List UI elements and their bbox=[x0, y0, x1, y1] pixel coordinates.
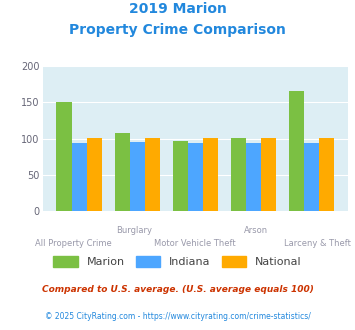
Bar bbox=[231, 138, 246, 211]
Bar bbox=[304, 143, 319, 211]
Bar bbox=[319, 138, 334, 211]
Text: Property Crime Comparison: Property Crime Comparison bbox=[69, 23, 286, 37]
Text: All Property Crime: All Property Crime bbox=[35, 239, 111, 248]
Text: Larceny & Theft: Larceny & Theft bbox=[284, 239, 351, 248]
Bar bbox=[87, 138, 102, 211]
Bar bbox=[246, 143, 261, 211]
Bar bbox=[173, 141, 188, 211]
Bar bbox=[56, 102, 72, 211]
Bar bbox=[115, 133, 130, 211]
Bar bbox=[72, 143, 87, 211]
Legend: Marion, Indiana, National: Marion, Indiana, National bbox=[49, 251, 306, 272]
Bar bbox=[289, 91, 304, 211]
Bar bbox=[130, 142, 145, 211]
Text: Compared to U.S. average. (U.S. average equals 100): Compared to U.S. average. (U.S. average … bbox=[42, 285, 313, 294]
Text: 2019 Marion: 2019 Marion bbox=[129, 2, 226, 16]
Text: Burglary: Burglary bbox=[116, 226, 152, 235]
Bar bbox=[261, 138, 276, 211]
Bar bbox=[203, 138, 218, 211]
Text: Arson: Arson bbox=[244, 226, 268, 235]
Bar bbox=[188, 143, 203, 211]
Bar bbox=[145, 138, 160, 211]
Text: © 2025 CityRating.com - https://www.cityrating.com/crime-statistics/: © 2025 CityRating.com - https://www.city… bbox=[45, 312, 310, 321]
Text: Motor Vehicle Theft: Motor Vehicle Theft bbox=[154, 239, 236, 248]
